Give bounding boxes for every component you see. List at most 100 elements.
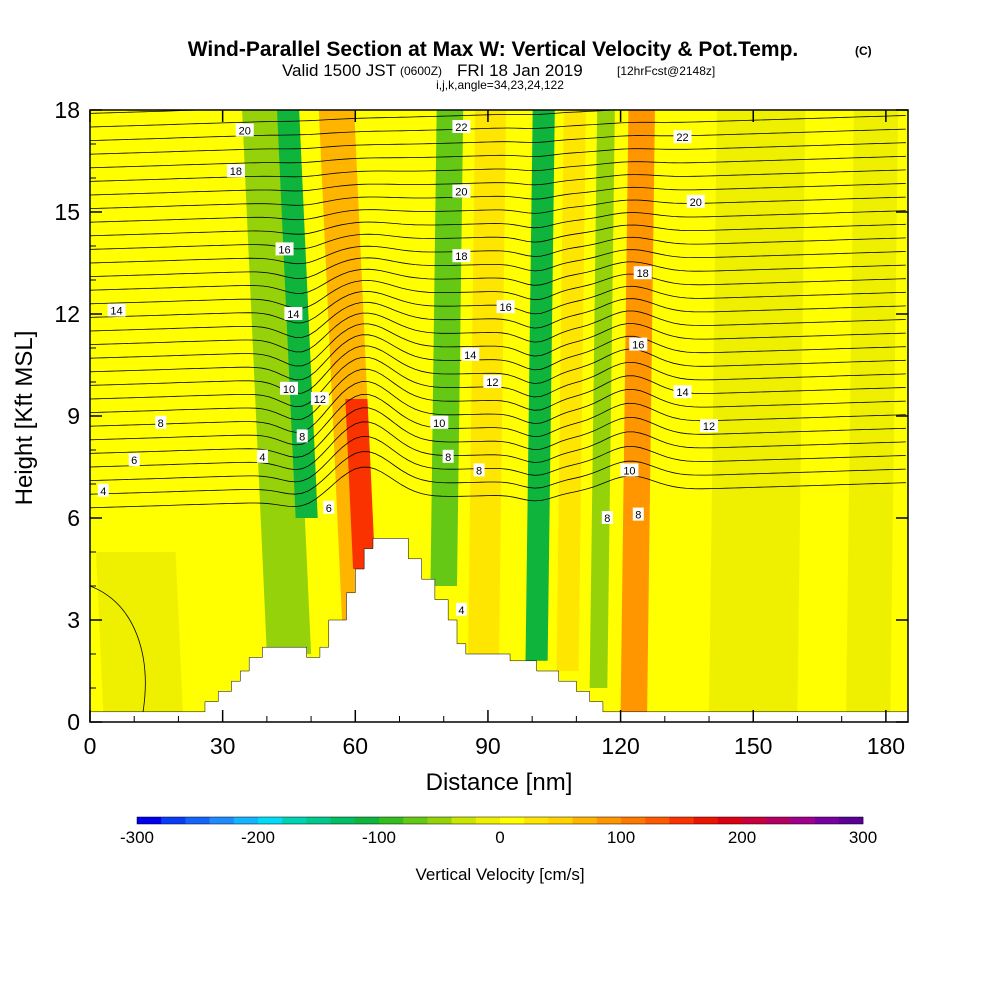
colorbar-swatch-22	[669, 817, 694, 824]
theta-contour-6	[90, 381, 906, 433]
velocity-band-7	[525, 110, 555, 661]
contour-label-text: 8	[604, 513, 610, 525]
contour-label-11: 4	[256, 449, 268, 464]
plot-area: 20 18 16 14 14 10 12 8 8 6 4 4 6 22 20 18 16 14 12 10 8 8 4 22 2…	[90, 110, 908, 722]
contour-label-bg	[686, 194, 705, 208]
colorbar-label: Vertical Velocity [cm/s]	[415, 865, 584, 884]
theta-contour-16	[90, 261, 906, 294]
y-tick-label-6: 18	[54, 97, 80, 123]
contour-label-text: 16	[632, 340, 644, 352]
velocity-band-0	[95, 552, 183, 712]
contour-label-text: 4	[259, 452, 265, 464]
y-tick-label-2: 6	[67, 505, 80, 531]
colorbar-frame	[136, 816, 864, 825]
y-tick-label-5: 15	[54, 199, 80, 225]
contour-labels: 20 18 16 14 14 10 12 8 8 6 4 4 6 22 20 18 16 14 12 10 8 8 4 22 2…	[97, 120, 719, 617]
colorbar-swatch-17	[548, 817, 573, 824]
contour-label-text: 4	[100, 486, 106, 498]
theta-contour-9	[90, 345, 906, 394]
contour-label-bg	[473, 463, 485, 477]
theta-contour-28	[90, 110, 621, 128]
contour-label-text: 14	[110, 306, 122, 318]
colorbar-swatch-18	[572, 817, 598, 824]
colorbar-swatch-29	[838, 817, 864, 824]
theta-contour-4	[90, 407, 906, 458]
contour-label-20: 8	[442, 449, 454, 464]
colorbar-tick-0: -300	[120, 828, 154, 847]
contour-label-bg	[323, 500, 335, 514]
colorbar-swatch-20	[621, 817, 646, 824]
velocity-band-10	[620, 110, 655, 712]
colorbar-swatch-2	[185, 817, 210, 824]
colorbar-swatch-26	[766, 817, 791, 824]
contour-label-bg	[632, 507, 644, 521]
contour-label-8: 8	[296, 429, 308, 443]
theta-contour-23	[90, 169, 906, 196]
chart-title-units: (C)	[855, 44, 872, 58]
contour-label-10: 4	[97, 483, 109, 498]
x-tick-label-5: 150	[734, 733, 772, 759]
colorbar-swatch-14	[475, 817, 501, 824]
y-axis: 0 3 6 9 12 15 18	[54, 97, 908, 735]
colorbar-tick-1: -200	[241, 828, 275, 847]
x-tick-label-1: 30	[210, 733, 236, 759]
grid-indices: i,j,k,angle=34,23,24,122	[436, 78, 564, 92]
contour-label-text: 6	[326, 503, 332, 515]
colorbar-swatch-3	[209, 817, 235, 824]
theta-contour-21	[90, 196, 906, 223]
contour-label-text: 14	[287, 309, 299, 321]
contour-label-text: 22	[455, 122, 467, 134]
x-tick-label-3: 90	[475, 733, 501, 759]
velocity-band-5	[430, 110, 464, 586]
contour-label-18: 12	[483, 375, 502, 389]
colorbar-tick-5: 200	[728, 828, 756, 847]
contour-label-text: 18	[230, 166, 242, 178]
contour-label-text: 8	[476, 465, 482, 477]
contour-label-24: 20	[686, 194, 705, 209]
contour-label-25: 18	[633, 266, 652, 280]
x-tick-label-6: 180	[867, 733, 905, 759]
valid-date: FRI 18 Jan 2019	[457, 61, 583, 80]
contour-label-22: 4	[455, 602, 467, 617]
contour-label-bg	[226, 164, 245, 178]
contour-label-29: 10	[620, 463, 639, 477]
contour-label-28: 12	[700, 419, 719, 433]
forecast-label: [12hrFcst@2148z]	[617, 64, 715, 78]
x-tick-label-2: 60	[343, 733, 369, 759]
contour-label-19: 10	[430, 415, 449, 430]
y-tick-label-4: 12	[54, 301, 80, 327]
theta-contour-15	[90, 273, 906, 309]
valid-prefix: Valid 1500 JST	[282, 61, 396, 80]
y-tick-label-1: 3	[67, 607, 80, 633]
colorbar-swatch-28	[814, 817, 840, 824]
contour-label-text: 10	[433, 418, 445, 430]
theta-contour-2	[90, 436, 906, 483]
theta-contour-25	[90, 142, 906, 169]
colorbar	[136, 816, 864, 825]
theta-contour-27	[90, 115, 906, 141]
contour-label-text: 12	[486, 377, 498, 389]
contour-label-text: 12	[703, 421, 715, 433]
contour-label-bg	[235, 123, 254, 137]
theta-contour-7	[90, 368, 906, 421]
contour-label-text: 8	[158, 418, 164, 430]
contour-label-text: 10	[283, 384, 295, 396]
colorbar-swatch-27	[790, 817, 815, 824]
colorbar-swatch-0	[137, 817, 162, 824]
contour-label-text: 16	[500, 302, 512, 314]
theta-contour-20	[90, 210, 906, 237]
contour-label-text: 10	[623, 465, 635, 477]
colorbar-tick-4: 100	[607, 828, 635, 847]
contour-label-12: 6	[323, 500, 335, 515]
contour-label-bg	[452, 184, 471, 198]
theta-contour-26	[90, 128, 906, 155]
colorbar-swatch-9	[354, 817, 380, 824]
colorbar-swatch-16	[524, 817, 549, 824]
contour-label-bg	[633, 266, 652, 280]
contour-label-text: 6	[131, 455, 137, 467]
velocity-band-11	[709, 110, 806, 712]
contour-label-21: 8	[473, 463, 485, 477]
theta-contour-11	[90, 323, 906, 367]
contour-label-text: 22	[676, 132, 688, 144]
y-tick-label-3: 9	[67, 403, 80, 429]
